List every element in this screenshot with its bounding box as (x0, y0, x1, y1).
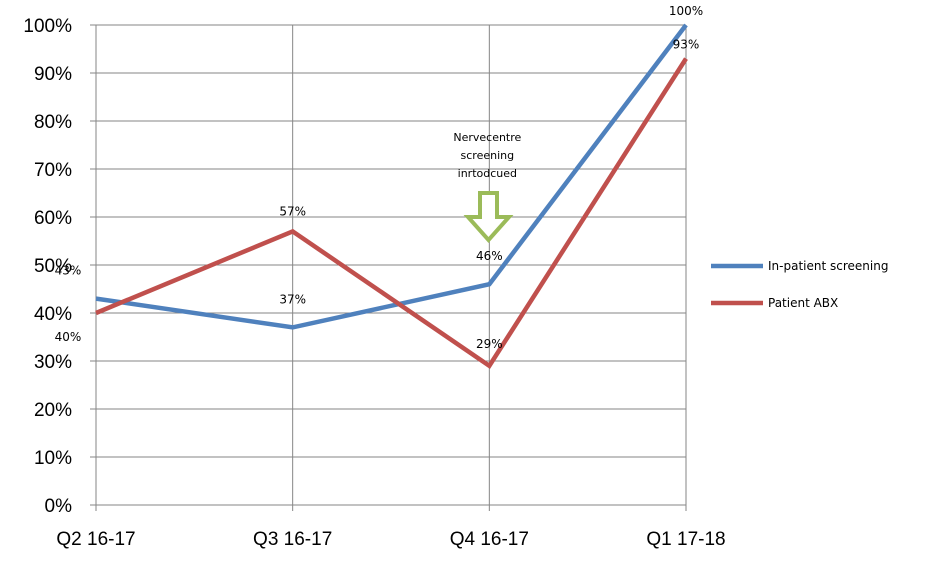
data-label: 37% (279, 292, 306, 306)
annotation-text-line: Nervecentre (453, 131, 521, 144)
data-label: 57% (279, 204, 306, 218)
x-tick-label: Q3 16-17 (253, 529, 332, 550)
y-tick-label: 50% (34, 256, 72, 277)
y-tick-label: 20% (34, 400, 72, 421)
y-tick-label: 30% (34, 352, 72, 373)
data-label: 93% (673, 38, 700, 52)
data-labels: 43% 37% 46% 100% 40% 57% 29% 93% (55, 4, 703, 351)
legend-label: Patient ABX (768, 296, 838, 310)
data-label: 40% (55, 330, 82, 344)
x-tick-label: Q4 16-17 (450, 529, 529, 550)
x-tick-label: Q2 16-17 (56, 529, 135, 550)
y-tick-label: 100% (23, 16, 72, 37)
annotation: Nervecentre screening inrtodcued (453, 131, 522, 244)
y-tick-label: 70% (34, 160, 72, 181)
grid-lines (90, 24, 687, 511)
down-arrow-icon (463, 191, 514, 244)
series-lines (95, 23, 688, 369)
y-tick-label: 0% (45, 496, 73, 517)
series-line-2 (95, 57, 688, 369)
y-tick-label: 80% (34, 112, 72, 133)
annotation-text-line: screening (461, 149, 515, 162)
y-tick-label: 90% (34, 64, 72, 85)
y-tick-label: 10% (34, 448, 72, 469)
data-label: 100% (669, 4, 703, 18)
y-axis-ticks: 0% 10% 20% 30% 40% 50% 60% 70% 80% 90% 100% (23, 16, 72, 517)
x-axis-ticks: Q2 16-17 Q3 16-17 Q4 16-17 Q1 17-18 (56, 529, 725, 550)
data-label: 46% (476, 249, 503, 263)
data-label: 43% (55, 264, 82, 278)
annotation-text-line: inrtodcued (458, 167, 517, 180)
y-tick-label: 40% (34, 304, 72, 325)
legend: In-patient screening Patient ABX (711, 259, 888, 310)
legend-label: In-patient screening (768, 259, 888, 273)
x-tick-label: Q1 17-18 (646, 529, 725, 550)
y-tick-label: 60% (34, 208, 72, 229)
data-label: 29% (476, 337, 503, 351)
series-line-1 (95, 23, 688, 330)
